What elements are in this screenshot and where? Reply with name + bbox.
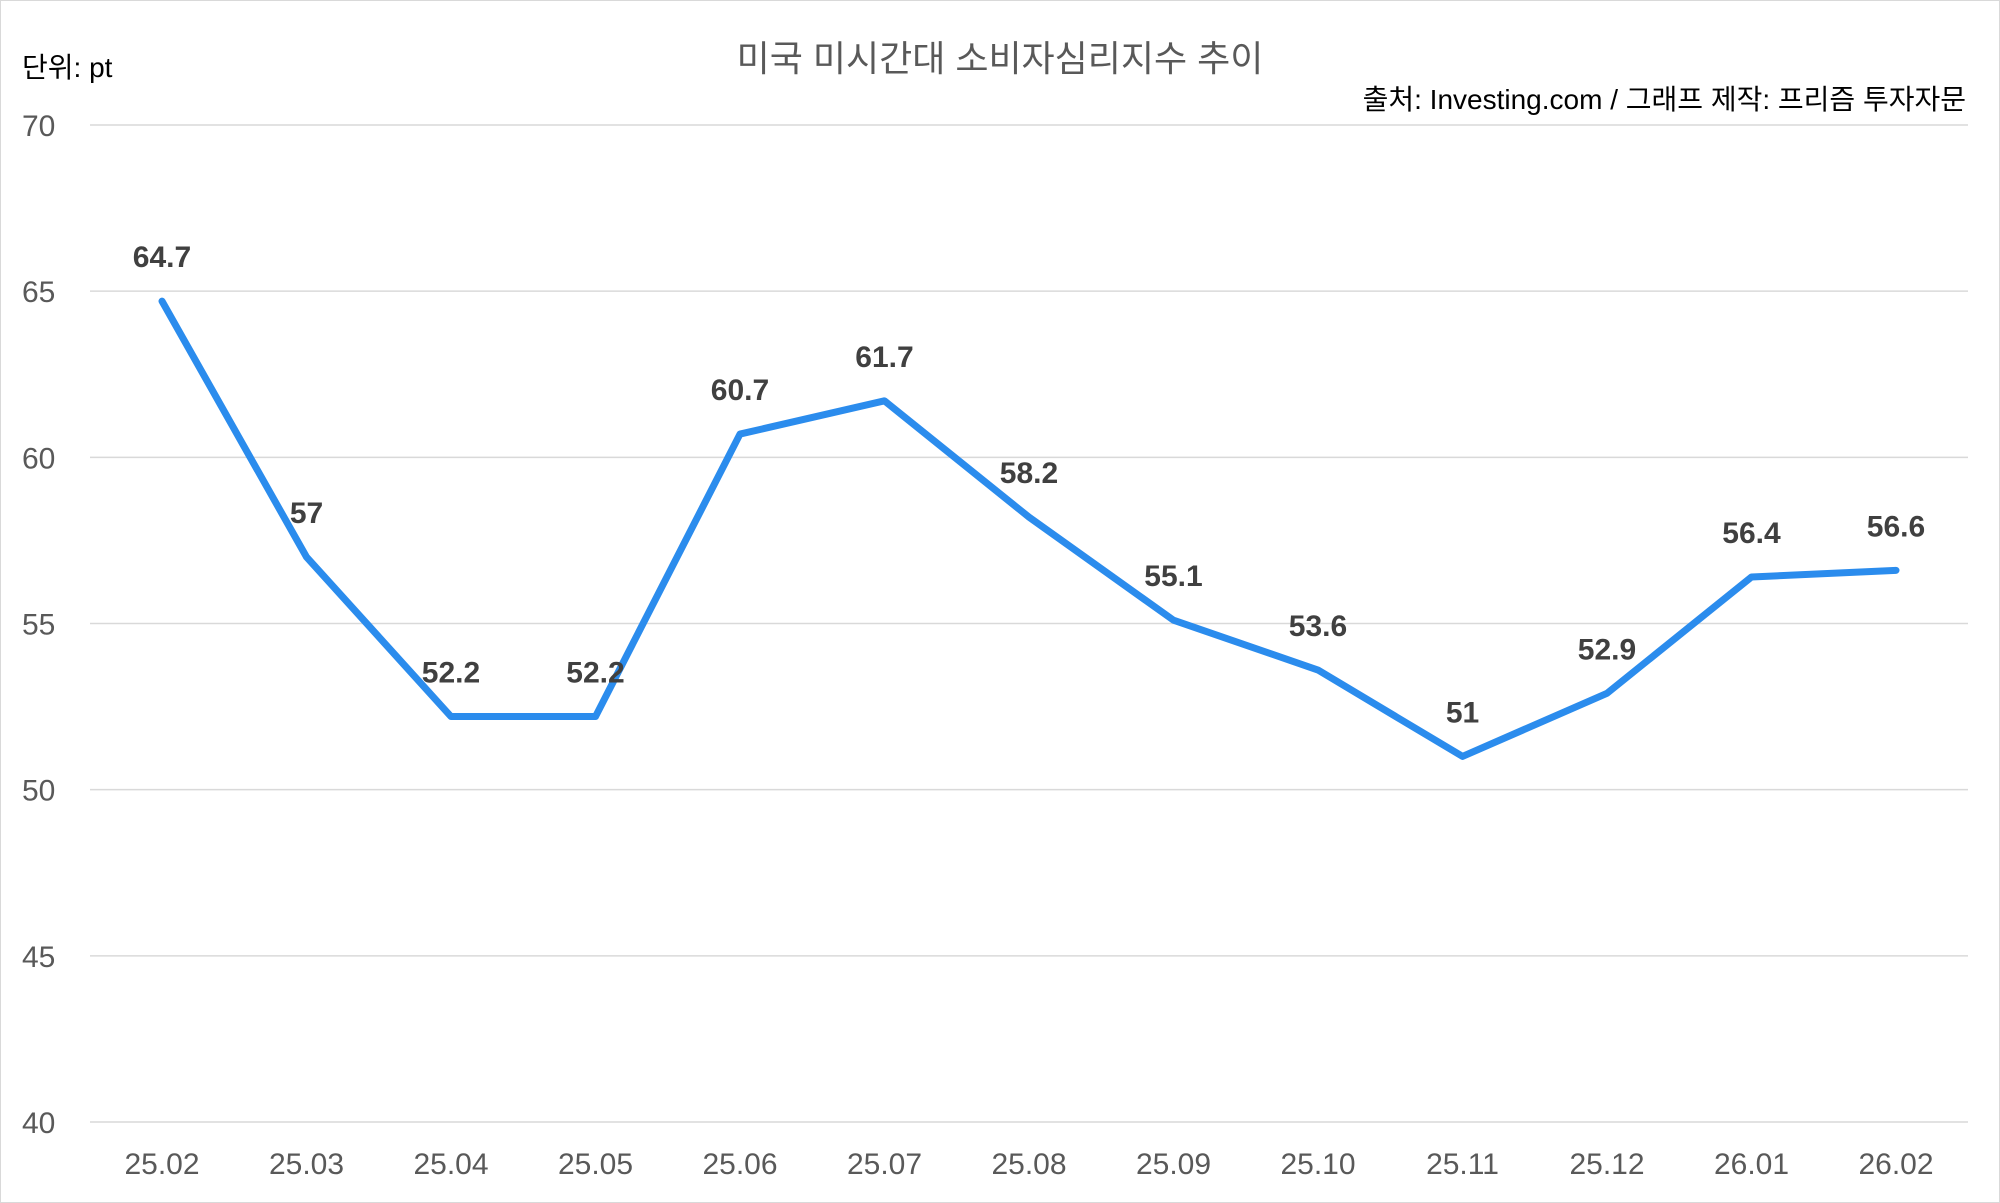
data-label: 60.7	[711, 374, 769, 407]
gridlines	[90, 124, 1968, 1123]
x-tick-label: 26.01	[1714, 1148, 1789, 1181]
data-label: 57	[290, 497, 323, 530]
y-tick-label: 65	[22, 276, 55, 309]
source-note: 출처: Investing.com / 그래프 제작: 프리즘 투자자문	[1362, 84, 1966, 115]
x-tick-label: 25.09	[1136, 1148, 1211, 1181]
x-tick-label: 25.03	[269, 1148, 344, 1181]
data-label: 51	[1446, 696, 1479, 729]
data-label: 58.2	[1000, 457, 1058, 490]
data-label: 56.6	[1867, 510, 1925, 543]
data-label: 52.2	[566, 657, 624, 690]
y-tick-label: 45	[22, 941, 55, 974]
x-tick-label: 25.06	[702, 1148, 777, 1181]
x-tick-label: 25.12	[1569, 1148, 1644, 1181]
chart-title: 미국 미시간대 소비자심리지수 추이	[736, 38, 1264, 79]
y-tick-label: 60	[22, 442, 55, 475]
y-tick-label: 50	[22, 775, 55, 808]
data-label: 52.9	[1578, 633, 1636, 666]
x-axis-ticks: 25.02 25.03 25.04 25.05 25.06 25.07 25.08 25.09…	[124, 1148, 1933, 1181]
x-tick-label: 26.02	[1858, 1148, 1933, 1181]
series-line-layer	[158, 297, 1900, 760]
series-line	[158, 297, 1900, 760]
y-tick-label: 40	[22, 1107, 55, 1140]
x-tick-label: 25.11	[1426, 1148, 1499, 1181]
y-tick-label: 70	[22, 110, 55, 143]
data-label: 53.6	[1289, 610, 1347, 643]
y-axis-ticks: 40 45 50 55 60 65 70	[22, 110, 55, 1140]
data-labels: 64.7 57 52.2 52.2 60.7 61.7 58.2 55.1 53.6 51 52.9…	[133, 241, 1925, 729]
x-tick-label: 25.08	[991, 1148, 1066, 1181]
unit-label: 단위: pt	[22, 52, 113, 83]
x-tick-label: 25.07	[847, 1148, 922, 1181]
x-tick-label: 25.02	[124, 1148, 199, 1181]
data-label: 64.7	[133, 241, 191, 274]
data-label: 55.1	[1144, 560, 1202, 593]
x-tick-label: 25.04	[413, 1148, 488, 1181]
data-label: 56.4	[1722, 517, 1781, 550]
data-label: 52.2	[422, 657, 480, 690]
data-label: 61.7	[855, 341, 913, 374]
y-tick-label: 55	[22, 609, 55, 642]
x-tick-label: 25.10	[1280, 1148, 1355, 1181]
x-tick-label: 25.05	[558, 1148, 633, 1181]
